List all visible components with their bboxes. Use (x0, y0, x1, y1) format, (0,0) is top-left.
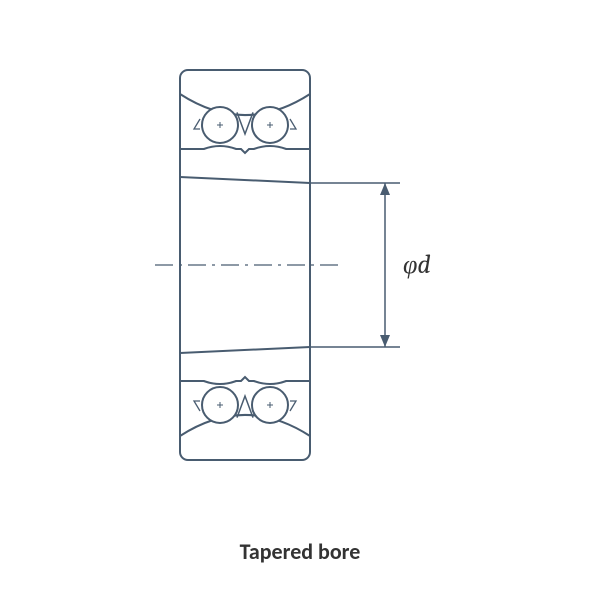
diagram-caption: Tapered bore (0, 538, 600, 565)
bearing-cross-section-diagram: φd (0, 0, 600, 600)
dimension-label-phi-d: φd (403, 250, 431, 280)
